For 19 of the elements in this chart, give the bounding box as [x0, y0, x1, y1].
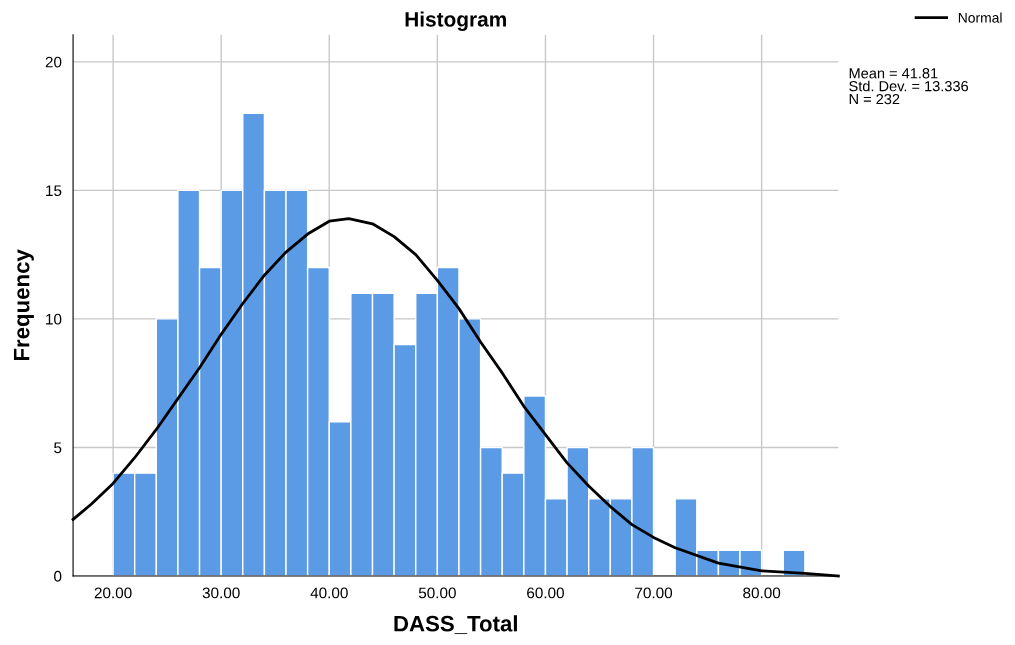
x-tick-label: 70.00	[635, 587, 673, 599]
x-tick-label: 60.00	[527, 587, 564, 599]
x-axis-title: DASS_Total	[394, 615, 517, 635]
y-tick-label: 10	[46, 313, 62, 325]
x-tick-label: 80.00	[743, 587, 781, 599]
y-tick-label: 15	[46, 185, 62, 197]
y-axis-title: Frequency	[13, 249, 34, 361]
text: Std. Dev. = 13.336	[849, 80, 969, 92]
chart-title: Histogram	[405, 11, 506, 31]
legend-label: Normal	[958, 12, 1002, 23]
y-tick-label: 0	[54, 570, 62, 582]
text: N = 232	[849, 93, 900, 105]
text: Mean = 41.81	[849, 68, 938, 79]
x-tick-label: 20.00	[94, 587, 132, 599]
x-tick-label: 30.00	[202, 587, 240, 599]
x-tick-label: 40.00	[310, 587, 348, 599]
y-tick-label: 20	[45, 56, 62, 68]
x-tick-label: 50.00	[418, 587, 456, 599]
y-tick-label: 5	[54, 442, 62, 454]
